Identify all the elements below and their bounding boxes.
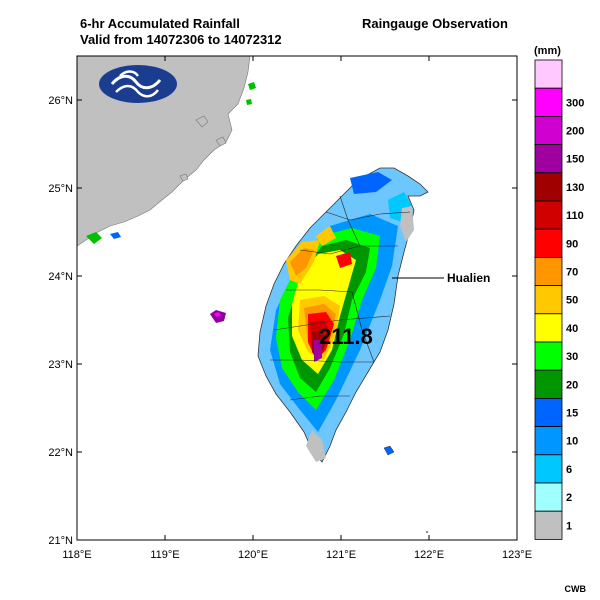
coastal-rain-patch bbox=[86, 232, 102, 244]
lat-tick-label: 21°N bbox=[48, 535, 73, 547]
legend-swatch bbox=[534, 200, 563, 230]
legend-swatch bbox=[534, 256, 563, 286]
legend-level-label: 300 bbox=[566, 97, 584, 109]
legend-swatch bbox=[534, 510, 563, 540]
legend-level-label: 130 bbox=[566, 182, 584, 194]
lat-tick-label: 23°N bbox=[48, 359, 73, 371]
map-axes: 118°E 119°E 120°E 121°E 122°E 123°E 21°N 22°N 23… bbox=[48, 56, 532, 561]
legend-swatch bbox=[534, 369, 563, 399]
orchid-island bbox=[383, 445, 395, 456]
legend-level-label: 2 bbox=[566, 492, 572, 504]
legend-level-label: 90 bbox=[566, 238, 578, 250]
legend-swatch bbox=[534, 228, 563, 258]
county-boundaries bbox=[270, 195, 411, 401]
coastal-island bbox=[215, 136, 227, 147]
small-island bbox=[426, 531, 428, 533]
map-frame bbox=[76, 55, 518, 541]
legend-level-label: 20 bbox=[566, 379, 578, 391]
legend-level-label: 1 bbox=[566, 520, 572, 532]
legend-swatch bbox=[534, 482, 563, 512]
data-source-title: Raingauge Observation bbox=[362, 16, 508, 31]
rain-15mm bbox=[350, 172, 392, 194]
lat-tick-label: 24°N bbox=[48, 271, 73, 283]
coastal-rain-patch bbox=[110, 232, 121, 239]
no-rain-area bbox=[306, 430, 326, 462]
legend-level-label: 6 bbox=[566, 464, 572, 476]
legend-level-label: 15 bbox=[566, 408, 578, 420]
coastal-island bbox=[179, 173, 189, 182]
legend-level-label: 50 bbox=[566, 295, 578, 307]
coastal-island bbox=[195, 115, 209, 128]
legend-level-label: 70 bbox=[566, 267, 578, 279]
rain-150mm bbox=[314, 340, 322, 362]
lat-tick-label: 26°N bbox=[48, 95, 73, 107]
legend-swatch bbox=[534, 341, 563, 371]
lon-tick-label: 121°E bbox=[326, 549, 356, 561]
legend-swatch bbox=[534, 285, 563, 315]
lon-tick-label: 122°E bbox=[414, 549, 444, 561]
max-rainfall-label: 211.8 bbox=[319, 324, 373, 349]
legend-level-label: 150 bbox=[566, 154, 584, 166]
map-title: 6-hr Accumulated Rainfall bbox=[80, 16, 240, 31]
legend-level-label: 200 bbox=[566, 126, 584, 138]
legend-swatch bbox=[534, 144, 563, 174]
legend-swatch bbox=[534, 172, 563, 202]
color-legend: 300 200 150 130 110 90 70 50 40 30 20 15 10 6 2 1 bbox=[534, 59, 584, 540]
mainland-china-land bbox=[77, 56, 251, 247]
rain-90mm bbox=[336, 252, 352, 268]
coastal-rain-patch bbox=[248, 82, 256, 90]
legend-swatch bbox=[534, 426, 563, 456]
city-label-hualien: Hualien bbox=[447, 271, 490, 285]
legend-swatch bbox=[534, 59, 563, 89]
legend-unit: (mm) bbox=[534, 45, 561, 57]
legend-swatch bbox=[534, 454, 563, 484]
lat-tick-label: 25°N bbox=[48, 183, 73, 195]
lon-tick-label: 118°E bbox=[62, 549, 91, 561]
coastal-rain-patch bbox=[246, 99, 252, 105]
legend-level-label: 10 bbox=[566, 436, 578, 448]
cwb-logo bbox=[99, 65, 177, 103]
rain-50mm bbox=[316, 226, 336, 246]
legend-swatch bbox=[534, 87, 563, 117]
lon-tick-label: 119°E bbox=[150, 549, 179, 561]
lat-tick-label: 22°N bbox=[48, 447, 73, 459]
legend-swatch bbox=[534, 313, 563, 343]
legend-swatch bbox=[534, 397, 563, 427]
valid-period: Valid from 14072306 to 14072312 bbox=[80, 32, 282, 47]
no-rain-area bbox=[400, 206, 414, 242]
lon-tick-label: 123°E bbox=[502, 549, 532, 561]
rain-70mm bbox=[290, 248, 314, 276]
penghu-rain-core bbox=[214, 312, 221, 317]
cwb-credit: CWB bbox=[564, 584, 587, 594]
legend-level-label: 110 bbox=[566, 210, 584, 222]
legend-level-label: 30 bbox=[566, 351, 578, 363]
lon-tick-label: 120°E bbox=[238, 549, 268, 561]
legend-swatch bbox=[534, 116, 563, 146]
legend-level-label: 40 bbox=[566, 323, 578, 335]
